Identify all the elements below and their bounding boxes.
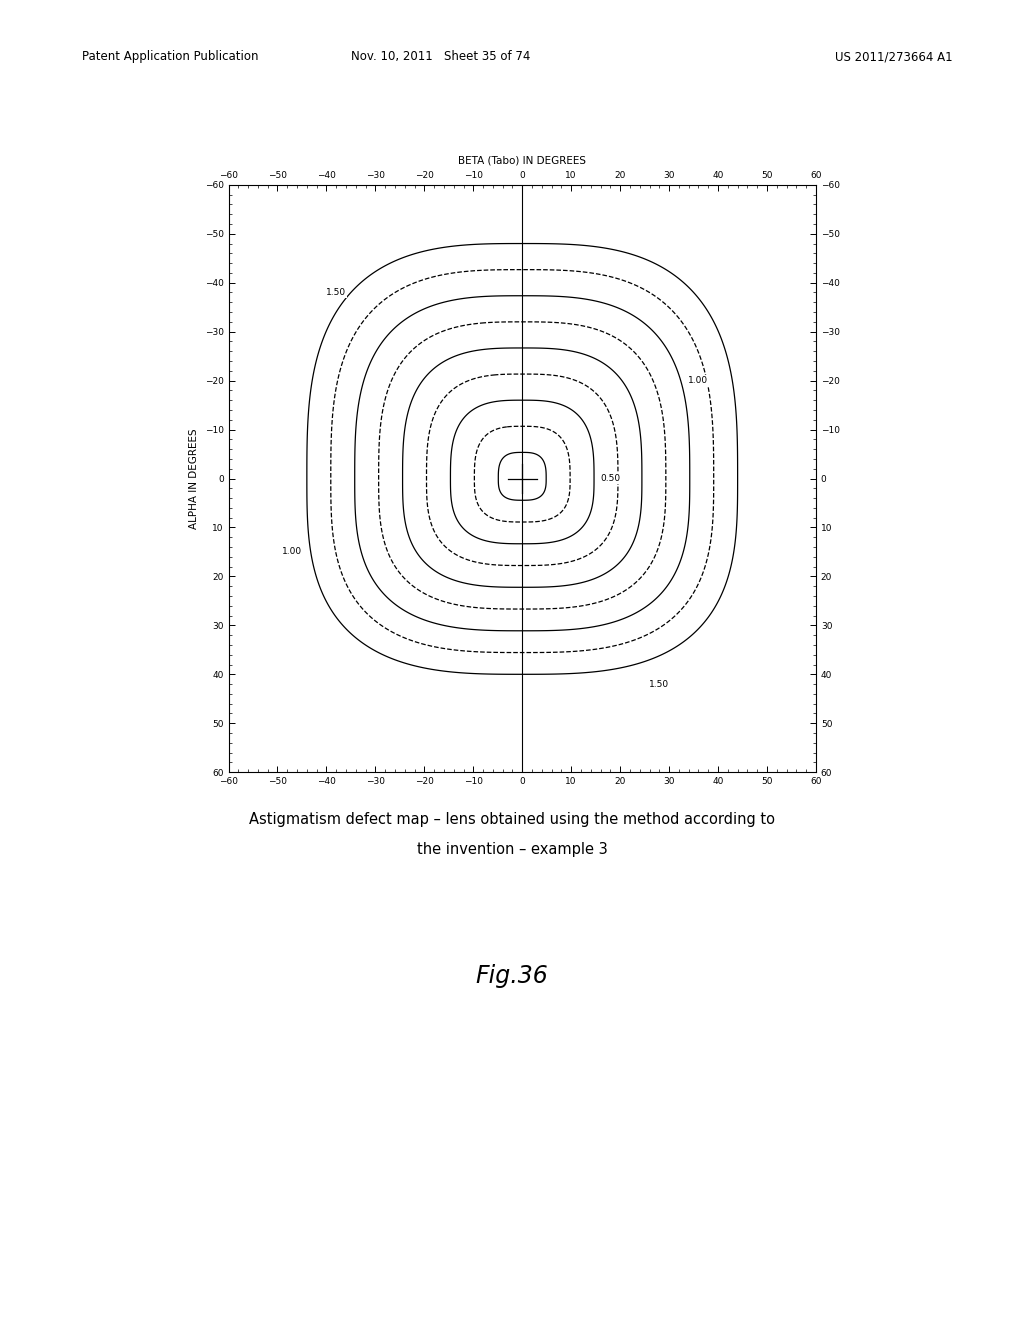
Text: the invention – example 3: the invention – example 3: [417, 842, 607, 857]
Text: 1.50: 1.50: [649, 680, 670, 689]
Text: US 2011/273664 A1: US 2011/273664 A1: [835, 50, 952, 63]
Text: 1.00: 1.00: [283, 548, 302, 557]
Text: Fig.36: Fig.36: [475, 964, 549, 987]
Text: 0.50: 0.50: [600, 474, 621, 483]
Text: Patent Application Publication: Patent Application Publication: [82, 50, 258, 63]
Y-axis label: ALPHA IN DEGREES: ALPHA IN DEGREES: [189, 428, 199, 529]
Title: BETA (Tabo) IN DEGREES: BETA (Tabo) IN DEGREES: [459, 156, 586, 166]
Text: Astigmatism defect map – lens obtained using the method according to: Astigmatism defect map – lens obtained u…: [249, 812, 775, 826]
Text: 1.00: 1.00: [688, 376, 709, 385]
Text: 1.50: 1.50: [327, 288, 346, 297]
Text: Nov. 10, 2011   Sheet 35 of 74: Nov. 10, 2011 Sheet 35 of 74: [350, 50, 530, 63]
